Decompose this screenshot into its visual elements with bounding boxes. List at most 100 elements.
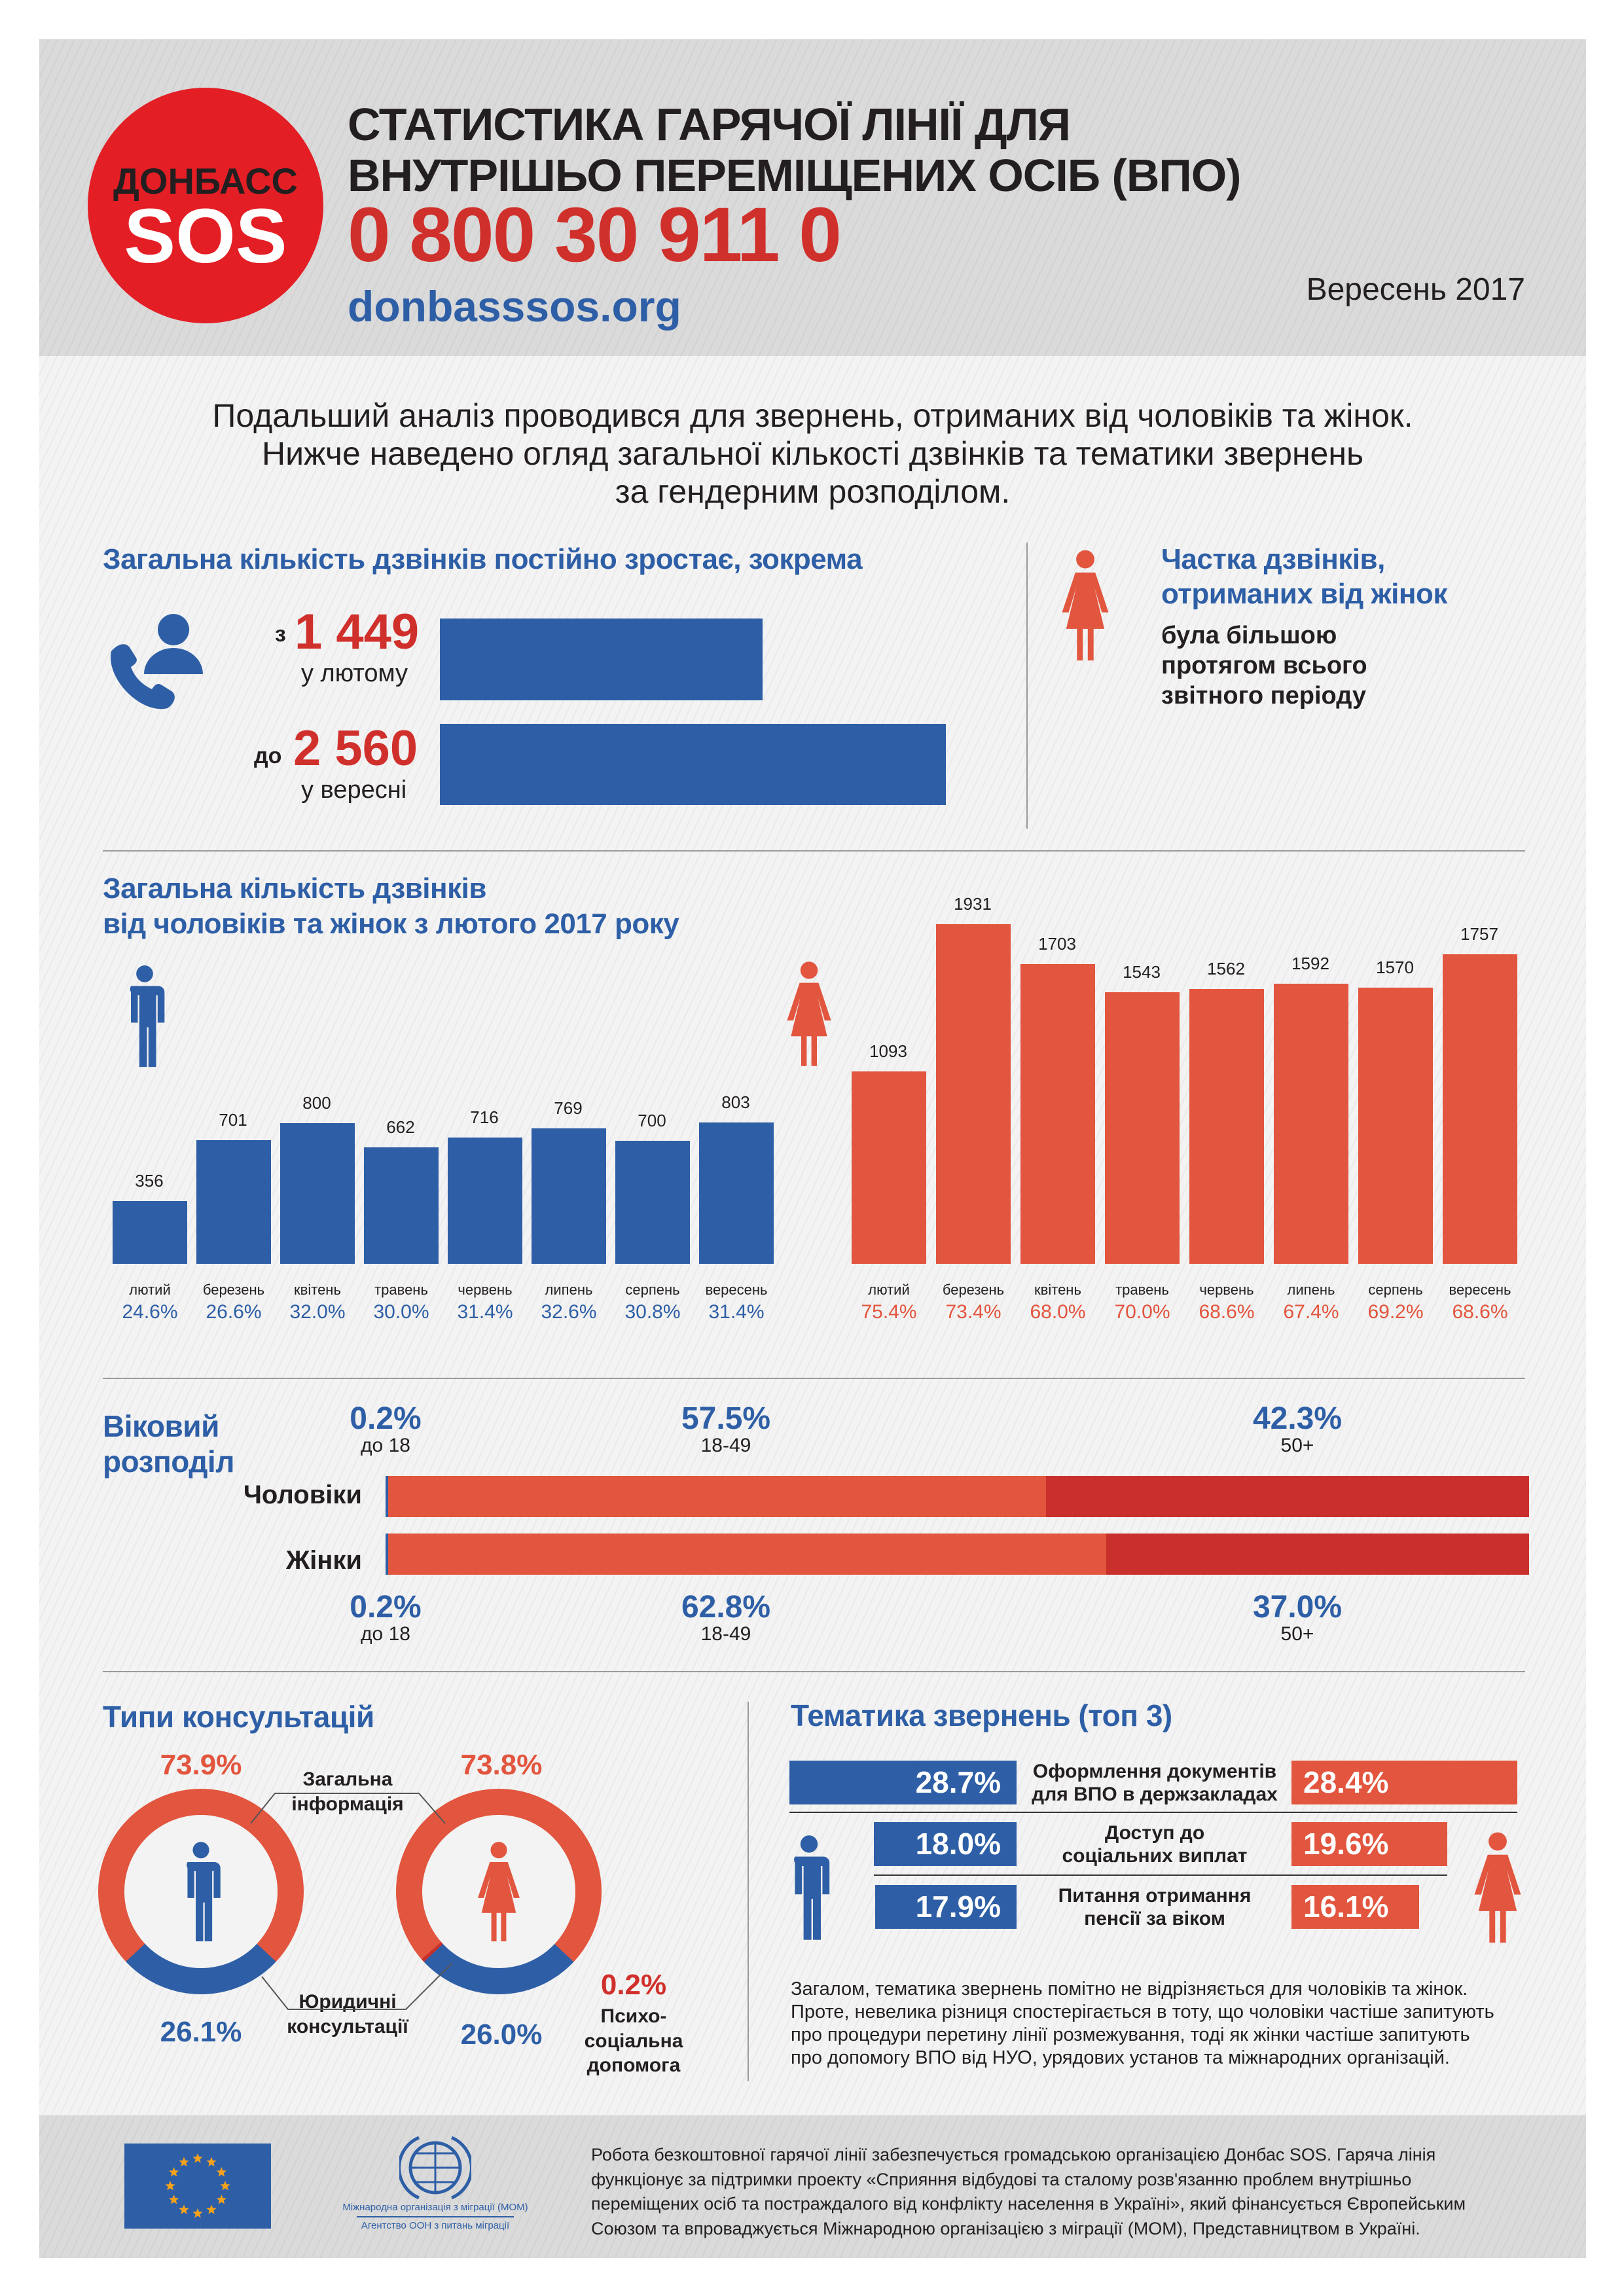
month-label: квітень: [1034, 1282, 1081, 1298]
age-women-pct: 62.8%: [681, 1590, 771, 1624]
age-men-pct: 0.2%: [350, 1401, 422, 1436]
intro-line: за гендерним розподілом.: [615, 473, 1011, 510]
growth-title: Загальна кількість дзвінків постійно зро…: [103, 543, 863, 575]
age-women-label: Жінки: [285, 1546, 362, 1575]
phone-user-icon: [111, 614, 203, 709]
share-pct: 32.0%: [289, 1301, 346, 1323]
woman-icon: [785, 960, 833, 1072]
label-connector-lines: [250, 1793, 452, 2010]
eu-star: [206, 2204, 217, 2214]
bar-value-label: 1931: [954, 893, 992, 914]
hotline-phone: 0 800 30 911 0: [348, 192, 842, 278]
bar-value-label: 1543: [1123, 961, 1161, 982]
bar-value-label: 769: [554, 1098, 583, 1119]
growth-from-value: 1 449: [295, 604, 420, 660]
bar-value-label: 1703: [1038, 933, 1076, 954]
divider: [748, 1702, 749, 2081]
age-men-pct: 57.5%: [681, 1401, 771, 1436]
share-pct: 68.0%: [1030, 1301, 1086, 1323]
divider: [1026, 543, 1028, 829]
share-pct: 26.6%: [206, 1301, 262, 1323]
woman-icon: [1473, 1831, 1523, 1948]
women-share-title-line2: отриманих від жінок: [1161, 578, 1447, 610]
month-bar: [1189, 988, 1264, 1264]
share-pct: 75.4%: [861, 1301, 917, 1323]
bar-value-label: 1592: [1291, 953, 1329, 973]
topic-women-bar: 19.6%: [1291, 1822, 1447, 1866]
age-title-line2: розподіл: [103, 1444, 234, 1479]
bar-value-label: 803: [721, 1092, 750, 1112]
topic-men-bar: 28.7%: [789, 1761, 1017, 1804]
share-pct: 70.0%: [1114, 1301, 1170, 1323]
month-label: травень: [1115, 1282, 1169, 1298]
share-pct: 30.8%: [624, 1301, 681, 1323]
eu-star: [206, 2157, 217, 2167]
age-women-label: до 18: [361, 1623, 410, 1645]
man-icon: [785, 1831, 833, 1948]
share-pct: 68.6%: [1199, 1301, 1255, 1323]
month-label: лютий: [129, 1282, 171, 1298]
divider: [103, 1378, 1525, 1379]
age-segment: [1045, 1476, 1530, 1517]
eu-star: [179, 2157, 189, 2167]
eu-star: [165, 2181, 175, 2191]
age-men-label: до 18: [361, 1435, 410, 1456]
month-label: лютий: [868, 1282, 910, 1298]
topic-men-bar: 18.0%: [874, 1822, 1017, 1866]
age-women-pct: 37.0%: [1252, 1590, 1343, 1624]
eu-star: [169, 2195, 179, 2204]
month-label: березень: [942, 1282, 1005, 1298]
women-consult-donut: [396, 1789, 602, 1994]
intro-line: Подальший аналіз проводився для звернень…: [212, 397, 1413, 434]
month-label: червень: [1199, 1282, 1254, 1298]
age-segment: [1106, 1534, 1530, 1575]
eu-star: [216, 2195, 226, 2204]
month-bar: [936, 924, 1011, 1264]
share-pct: 32.6%: [541, 1301, 597, 1323]
bar-value-label: 662: [386, 1117, 415, 1137]
woman-icon: [1060, 548, 1110, 666]
bar-value-label: 716: [470, 1107, 499, 1128]
age-segment: [388, 1476, 1046, 1517]
month-bar: [448, 1138, 522, 1264]
growth-from-label: у лютому: [301, 660, 408, 687]
topics-paragraph: Загалом, тематика звернень помітно не ві…: [791, 1979, 1494, 2068]
iom-logo: [399, 2136, 471, 2200]
website-link[interactable]: donbasssos.org: [348, 282, 681, 331]
topic-label: Оформлення документів для ВПО в держзакла…: [1032, 1761, 1278, 1805]
divider: [874, 1874, 1447, 1876]
bar-value-label: 700: [638, 1110, 666, 1130]
month-bar: [113, 1201, 187, 1264]
age-men-pct: 42.3%: [1252, 1401, 1343, 1436]
topic-label: Питання отримання пенсії за віком: [1058, 1885, 1252, 1929]
share-pct: 30.0%: [373, 1301, 429, 1323]
page-title-line1: СТАТИСТИКА ГАРЯЧОЇ ЛІНІЇ ДЛЯ: [348, 99, 1071, 150]
share-pct: 31.4%: [708, 1301, 765, 1323]
topic-women-bar: 28.4%: [1291, 1761, 1517, 1804]
age-women-pct: 0.2%: [350, 1590, 422, 1624]
general-info-label: Загальна інформація: [291, 1768, 404, 1815]
topics-title: Тематика звернень (топ 3): [791, 1698, 1172, 1732]
iom-subtitle: Агентство ООН з питань міграції: [361, 2220, 510, 2231]
monthly-title-line1: Загальна кількість дзвінків: [103, 872, 486, 905]
bar-value-label: 1562: [1207, 958, 1245, 978]
growth-from-prefix: з: [275, 622, 286, 647]
women-share-text: була більшою: [1161, 622, 1337, 649]
month-label: серпень: [1368, 1282, 1423, 1298]
logo-text-top: ДОНБАСС: [113, 160, 298, 202]
eu-star: [220, 2181, 230, 2191]
month-bar: [1274, 983, 1348, 1264]
month-label: липень: [545, 1282, 593, 1298]
month-label: квітень: [294, 1282, 341, 1298]
month-bar: [1443, 954, 1517, 1264]
iom-name: Міжнародна організація з міграції (МОМ): [342, 2202, 528, 2213]
logo-text-bottom: SOS: [124, 193, 287, 279]
month-label: липень: [1287, 1282, 1335, 1298]
men-consult-donut: [98, 1789, 304, 1994]
eu-star: [169, 2167, 179, 2177]
monthly-title-line2: від чоловіків та жінок з лютого 2017 рок…: [103, 908, 679, 940]
divider: [357, 2216, 514, 2217]
women-share-text: протягом всього: [1161, 652, 1367, 679]
share-pct: 24.6%: [122, 1301, 178, 1323]
